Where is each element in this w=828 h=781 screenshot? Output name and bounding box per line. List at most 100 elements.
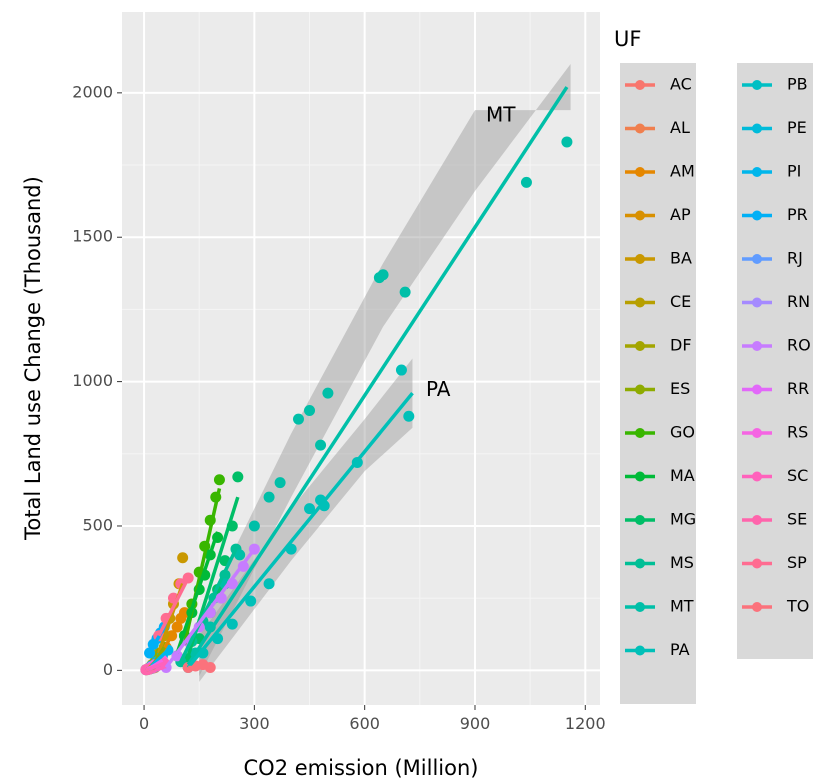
legend-label-rn: RN [787, 292, 810, 311]
y-axis-title: Total Land use Change (Thousand) [21, 176, 45, 541]
fit-line-ro [164, 548, 256, 669]
legend-key-point-sc [752, 471, 762, 482]
legend-key-point-ce [635, 297, 645, 308]
legend-label-rj: RJ [787, 249, 803, 268]
legend-key-point-es [635, 384, 645, 395]
legend-label-df: DF [670, 336, 692, 355]
legend-key-point-pa [635, 645, 645, 656]
legend-label-sc: SC [787, 466, 808, 485]
legend-label-mg: MG [670, 510, 696, 529]
point-pa [304, 503, 316, 515]
legend-key-point-se [752, 515, 762, 525]
y-tick-label: 2000 [72, 82, 113, 101]
point-mt [292, 413, 304, 425]
legend-label-sp: SP [787, 553, 807, 572]
point-pa [245, 595, 257, 607]
fit-line-ms [179, 548, 238, 663]
y-axis: 0 500 1000 1500 2000 [72, 82, 122, 679]
legend-key-point-ms [635, 558, 645, 569]
legend-key-point-rj [752, 254, 762, 264]
point-mt [263, 491, 275, 503]
x-axis: 0 300 600 900 1200 [139, 705, 606, 733]
legend-label-pa: PA [670, 640, 690, 659]
annotations: MT PA [426, 102, 516, 400]
legend-key-point-df [635, 341, 645, 351]
legend-key-point-ba [635, 254, 645, 264]
major-gridlines [122, 12, 600, 705]
legend-title: UF [614, 27, 641, 51]
legend-key-point-ac [635, 80, 645, 90]
x-tick-label: 1200 [565, 714, 606, 733]
point-mt [248, 520, 260, 532]
x-tick-label: 0 [139, 714, 149, 733]
fit-line-mt [186, 86, 569, 666]
legend-key-point-ma [635, 471, 645, 482]
annotation-mt: MT [486, 102, 516, 126]
legend-label-pr: PR [787, 205, 808, 224]
legend-label-ce: CE [670, 292, 691, 311]
y-tick-label: 1500 [72, 227, 113, 246]
point-mt [234, 549, 246, 561]
fit-line-sp [157, 577, 190, 637]
legend-column-1-background [620, 63, 696, 704]
point-mt [304, 404, 316, 416]
legend-key-point-al [635, 123, 645, 134]
annotation-pa: PA [426, 377, 451, 401]
legend-key-point-pr [752, 210, 762, 221]
legend-key-point-sp [752, 558, 762, 569]
point-mt [274, 477, 286, 489]
y-tick-label: 0 [103, 660, 113, 679]
fit-line-pi [150, 648, 170, 668]
legend-key-point-ap [635, 210, 645, 221]
legend-label-ba: BA [670, 249, 692, 268]
legend-label-ro: RO [787, 336, 811, 355]
legend-key-point-mg [635, 515, 645, 525]
point-mg [232, 471, 244, 483]
legend-label-es: ES [670, 379, 690, 398]
point-mt [520, 176, 532, 188]
point-pa [226, 618, 238, 630]
point-mt [377, 269, 389, 281]
legend-key-point-pe [752, 123, 762, 134]
fit-line-se [145, 667, 150, 672]
point-ba [177, 552, 189, 564]
legend-label-pe: PE [787, 118, 807, 137]
legend-label-al: AL [670, 118, 690, 137]
legend-label-mt: MT [670, 597, 694, 616]
legend-key-point-to [752, 602, 762, 612]
point-mt [561, 136, 573, 148]
legend-key-point-rs [752, 428, 762, 438]
legend-column-2-background [737, 63, 813, 659]
legend-label-ma: MA [670, 466, 695, 485]
legend-label-rs: RS [787, 423, 808, 442]
legend-key-point-go [635, 428, 645, 438]
legend-label-ms: MS [670, 553, 694, 572]
legend-label-pi: PI [787, 162, 801, 181]
fit-line-sc [148, 661, 165, 671]
legend-key-point-pb [752, 80, 762, 90]
legend-label-se: SE [787, 510, 807, 529]
legend-label-to: TO [786, 597, 809, 616]
legend-key-point-ro [752, 341, 762, 351]
legend-label-ac: AC [670, 75, 692, 94]
legend-key-point-rn [752, 297, 762, 308]
point-mt [315, 439, 327, 451]
point-mt [399, 286, 411, 298]
point-mt [322, 387, 334, 399]
legend: UF AC AL AM AP BA CE DF ES GO MA MG MS MT PA PB PE PI PR R… [614, 27, 813, 704]
legend-label-ap: AP [670, 205, 691, 224]
legend-label-go: GO [670, 423, 695, 442]
legend-key-point-am [635, 167, 645, 177]
x-tick-label: 600 [349, 714, 380, 733]
y-tick-label: 1000 [72, 371, 113, 390]
legend-key-point-pi [752, 167, 762, 177]
x-tick-label: 300 [239, 714, 270, 733]
legend-label-rr: RR [787, 379, 809, 398]
point-pa [395, 364, 407, 376]
fit-line-ma [175, 531, 220, 654]
chart-panel: MT PA [122, 12, 600, 705]
point-go [213, 474, 225, 486]
legend-label-pb: PB [787, 75, 808, 94]
point-pa [263, 578, 275, 590]
